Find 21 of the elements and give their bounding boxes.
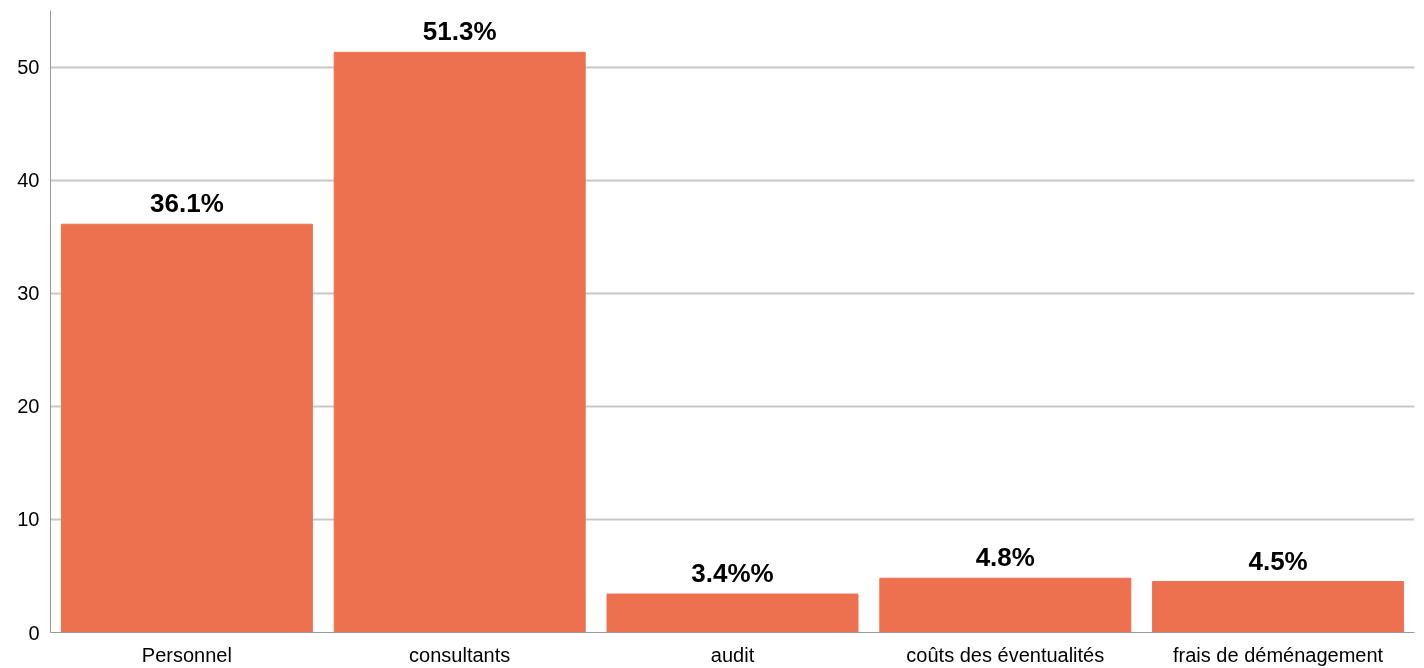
bar	[1152, 581, 1405, 633]
y-tick-label: 0	[28, 621, 40, 644]
y-tick-label: 40	[17, 169, 40, 192]
y-tick-label: 50	[17, 56, 40, 79]
data-label: 36.1%	[150, 188, 224, 219]
bar	[333, 51, 586, 633]
data-label: 51.3%	[422, 16, 497, 47]
bar	[60, 223, 313, 633]
bar	[606, 593, 859, 633]
x-tick-label: frais de déménagement	[1173, 643, 1384, 666]
x-tick-label: coûts des éventualités	[906, 643, 1105, 666]
y-tick-label: 20	[17, 395, 40, 418]
data-label: 3.4%%	[691, 558, 774, 589]
data-label: 4.5%	[1248, 545, 1308, 576]
x-tick-label: consultants	[409, 643, 511, 666]
data-label: 4.8%	[975, 542, 1035, 573]
y-tick-label: 10	[17, 508, 40, 531]
y-tick-label: 30	[17, 282, 40, 305]
x-tick-label: audit	[710, 643, 755, 666]
x-tick-label: Personnel	[141, 643, 232, 666]
bar	[879, 577, 1132, 633]
